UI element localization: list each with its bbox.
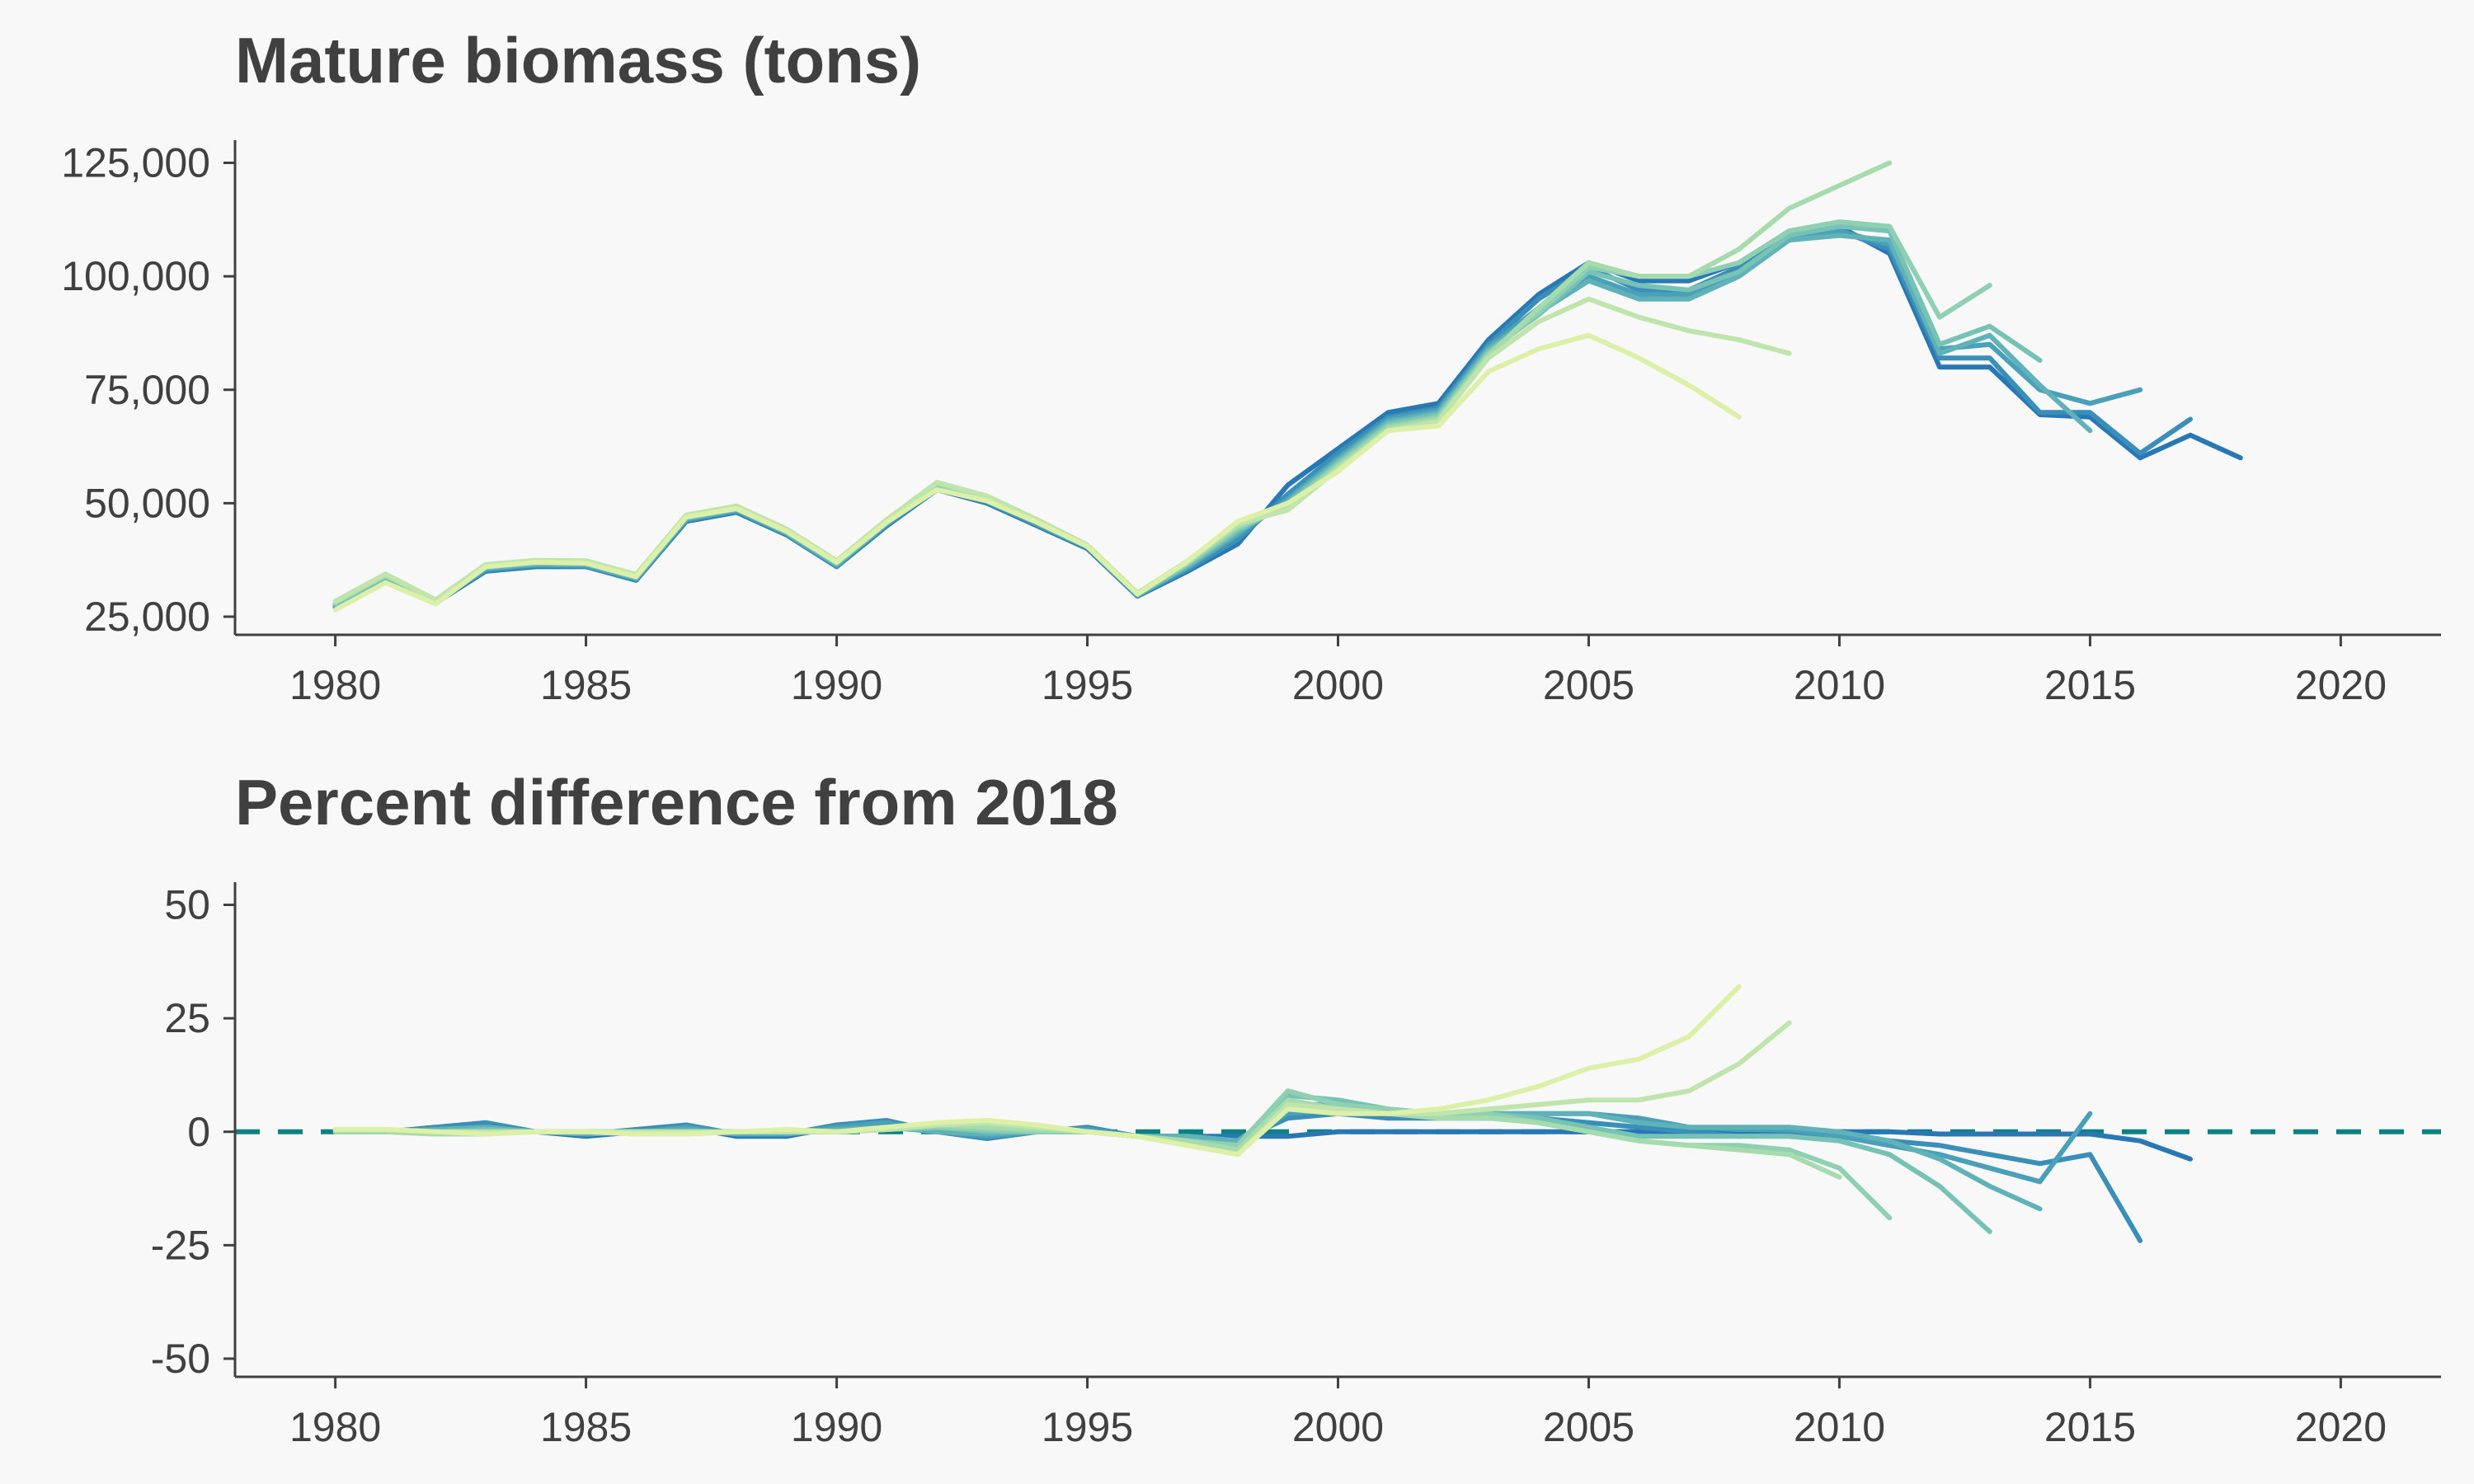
percent-diff-x-tick-label: 2010 <box>1794 1404 1885 1450</box>
biomass-series-layer <box>332 160 2243 613</box>
percent-diff-y-tick-label: 0 <box>187 1109 210 1155</box>
percent-diff-x-tick-label: 2005 <box>1543 1404 1634 1450</box>
percent-diff-x-tick-label: 1985 <box>540 1404 632 1450</box>
percent-diff-x-tick-label: 2020 <box>2295 1404 2387 1450</box>
percent-diff-x-tick-label: 2015 <box>2044 1404 2136 1450</box>
percent-diff-y-tick-label: -50 <box>151 1336 210 1382</box>
percent-diff-panel: Percent difference from 2018 -50 -25 0 25 50… <box>151 766 2441 1450</box>
biomass-x-tick-label: 1990 <box>791 662 882 708</box>
biomass-panel: Mature biomass (tons) 25,000 50,000 75,000… <box>61 24 2441 708</box>
biomass-x-tick-label: 2015 <box>2044 662 2136 708</box>
percent-diff-series-line-4 <box>332 1101 2043 1212</box>
biomass-x-tick-label: 2010 <box>1794 662 1885 708</box>
percent-diff-series-layer <box>332 984 2193 1243</box>
percent-diff-series-line-5 <box>332 1092 1992 1234</box>
biomass-series-line-9 <box>332 332 1742 613</box>
biomass-series-line-1 <box>332 223 2243 610</box>
percent-diff-y-tick-label: 50 <box>164 882 210 928</box>
percent-diff-axes: -50 -25 0 25 50 1980 1985 1990 1995 2000 2005 2010 2… <box>151 882 2441 1450</box>
percent-diff-x-tick-label: 2000 <box>1292 1404 1384 1450</box>
biomass-x-tick-label: 2005 <box>1543 662 1634 708</box>
biomass-series-line-7 <box>332 160 1893 605</box>
biomass-panel-title: Mature biomass (tons) <box>235 24 921 96</box>
biomass-series-line-6 <box>332 219 1992 606</box>
percent-diff-y-tick-label: 25 <box>164 995 210 1041</box>
biomass-x-tick-label: 1980 <box>289 662 381 708</box>
biomass-y-tick-label: 125,000 <box>61 140 210 186</box>
percent-diff-x-tick-label: 1980 <box>289 1404 381 1450</box>
percent-diff-y-tick-label: -25 <box>151 1222 210 1268</box>
biomass-series-line-3 <box>332 228 2143 608</box>
biomass-y-tick-label: 25,000 <box>84 594 210 640</box>
biomass-x-tick-label: 1995 <box>1042 662 1133 708</box>
biomass-y-tick-label: 75,000 <box>84 367 210 413</box>
biomass-x-tick-label: 2020 <box>2295 662 2387 708</box>
percent-diff-series-line-7 <box>332 1097 1842 1180</box>
biomass-y-tick-label: 50,000 <box>84 480 210 526</box>
biomass-series-line-5 <box>332 223 2043 607</box>
biomass-x-tick-label: 1985 <box>540 662 632 708</box>
biomass-axes: 25,000 50,000 75,000 100,000 125,000 1980 1985… <box>61 140 2441 708</box>
percent-diff-series-line-9 <box>332 984 1742 1158</box>
biomass-series-line-8 <box>332 296 1792 604</box>
percent-diff-x-tick-label: 1995 <box>1042 1404 1133 1450</box>
percent-diff-series-line-6 <box>332 1088 1893 1221</box>
percent-diff-x-tick-label: 1990 <box>791 1404 882 1450</box>
biomass-y-tick-label: 100,000 <box>61 253 210 299</box>
percent-diff-panel-title: Percent difference from 2018 <box>235 766 1118 838</box>
biomass-x-tick-label: 2000 <box>1292 662 1384 708</box>
